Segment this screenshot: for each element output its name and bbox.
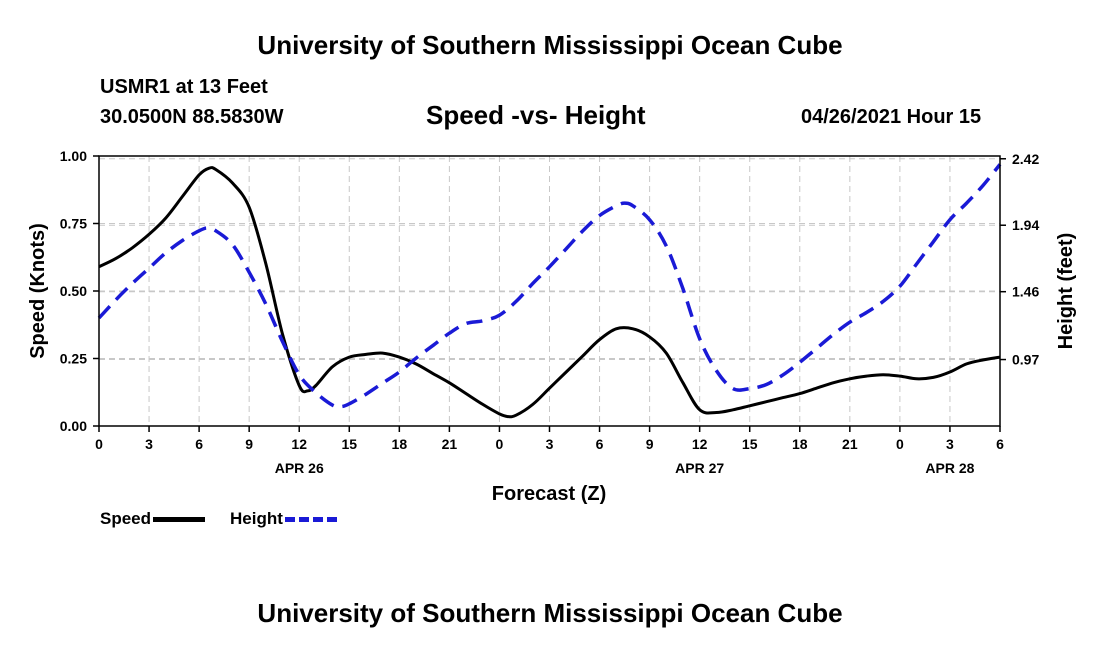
x-tick-label: 3: [145, 436, 153, 452]
x-tick-label: 3: [946, 436, 954, 452]
x-tick-label: 18: [392, 436, 408, 452]
x-tick-label: 15: [742, 436, 758, 452]
x-tick-label: 6: [195, 436, 203, 452]
x-tick-label: 0: [496, 436, 504, 452]
chart-title: Speed -vs- Height: [426, 100, 646, 130]
x-tick-label: 6: [596, 436, 604, 452]
x-tick-label: 3: [546, 436, 554, 452]
legend-speed-swatch: [153, 516, 206, 522]
legend-height: Height: [230, 509, 337, 529]
x-tick-label: 15: [341, 436, 357, 452]
x-tick-label: 6: [996, 436, 1004, 452]
date-label: APR 28: [925, 460, 974, 476]
legend-height-label: Height: [230, 509, 283, 528]
axis-ticks: 0 3 6 9 12 15 18 21 0 3 6 9 12 15 18 21 0 3 6 APR 26 APR 27 A…: [60, 148, 1040, 476]
title-top: University of Southern Mississippi Ocean…: [257, 30, 843, 60]
date-label: APR 26: [275, 460, 324, 476]
y-right-tick-label: 2.42: [1012, 151, 1039, 167]
y-axis-right-label: Height (feet): [1055, 233, 1077, 350]
y-left-tick-label: 0.75: [60, 216, 87, 232]
legend-height-swatch: [284, 516, 337, 522]
x-tick-label: 9: [245, 436, 253, 452]
x-tick-label: 21: [842, 436, 858, 452]
x-tick-label: 12: [692, 436, 708, 452]
legend-speed-label: Speed: [100, 509, 152, 528]
series-line-height: [97, 163, 1002, 409]
x-tick-label: 9: [646, 436, 654, 452]
y-axis-left-label: Speed (Knots): [27, 223, 49, 359]
x-tick-label: 12: [291, 436, 307, 452]
y-right-tick-label: 1.94: [1012, 217, 1039, 233]
x-tick-label: 18: [792, 436, 808, 452]
series-line-speed: [98, 166, 1001, 419]
x-tick-label: 0: [896, 436, 904, 452]
date-label: APR 27: [675, 460, 724, 476]
y-left-tick-label: 0.50: [60, 283, 87, 299]
y-left-tick-label: 1.00: [60, 148, 87, 164]
legend-speed: Speed: [100, 509, 206, 529]
x-tick-label: 21: [442, 436, 458, 452]
series-layer: [97, 163, 1002, 419]
coordinates-label: 30.0500N 88.5830W: [100, 106, 284, 128]
y-left-tick-label: 0.25: [60, 351, 87, 367]
x-axis-label: Forecast (Z): [492, 483, 606, 505]
y-left-tick-label: 0.00: [60, 418, 87, 434]
station-label: USMR1 at 13 Feet: [100, 76, 268, 98]
forecast-datetime: 04/26/2021 Hour 15: [801, 106, 982, 128]
y-right-tick-label: 0.97: [1012, 352, 1039, 368]
title-bottom: University of Southern Mississippi Ocean…: [257, 598, 843, 628]
y-right-tick-label: 1.46: [1012, 284, 1039, 300]
x-tick-label: 0: [95, 436, 103, 452]
grid-lines: [99, 156, 1000, 426]
